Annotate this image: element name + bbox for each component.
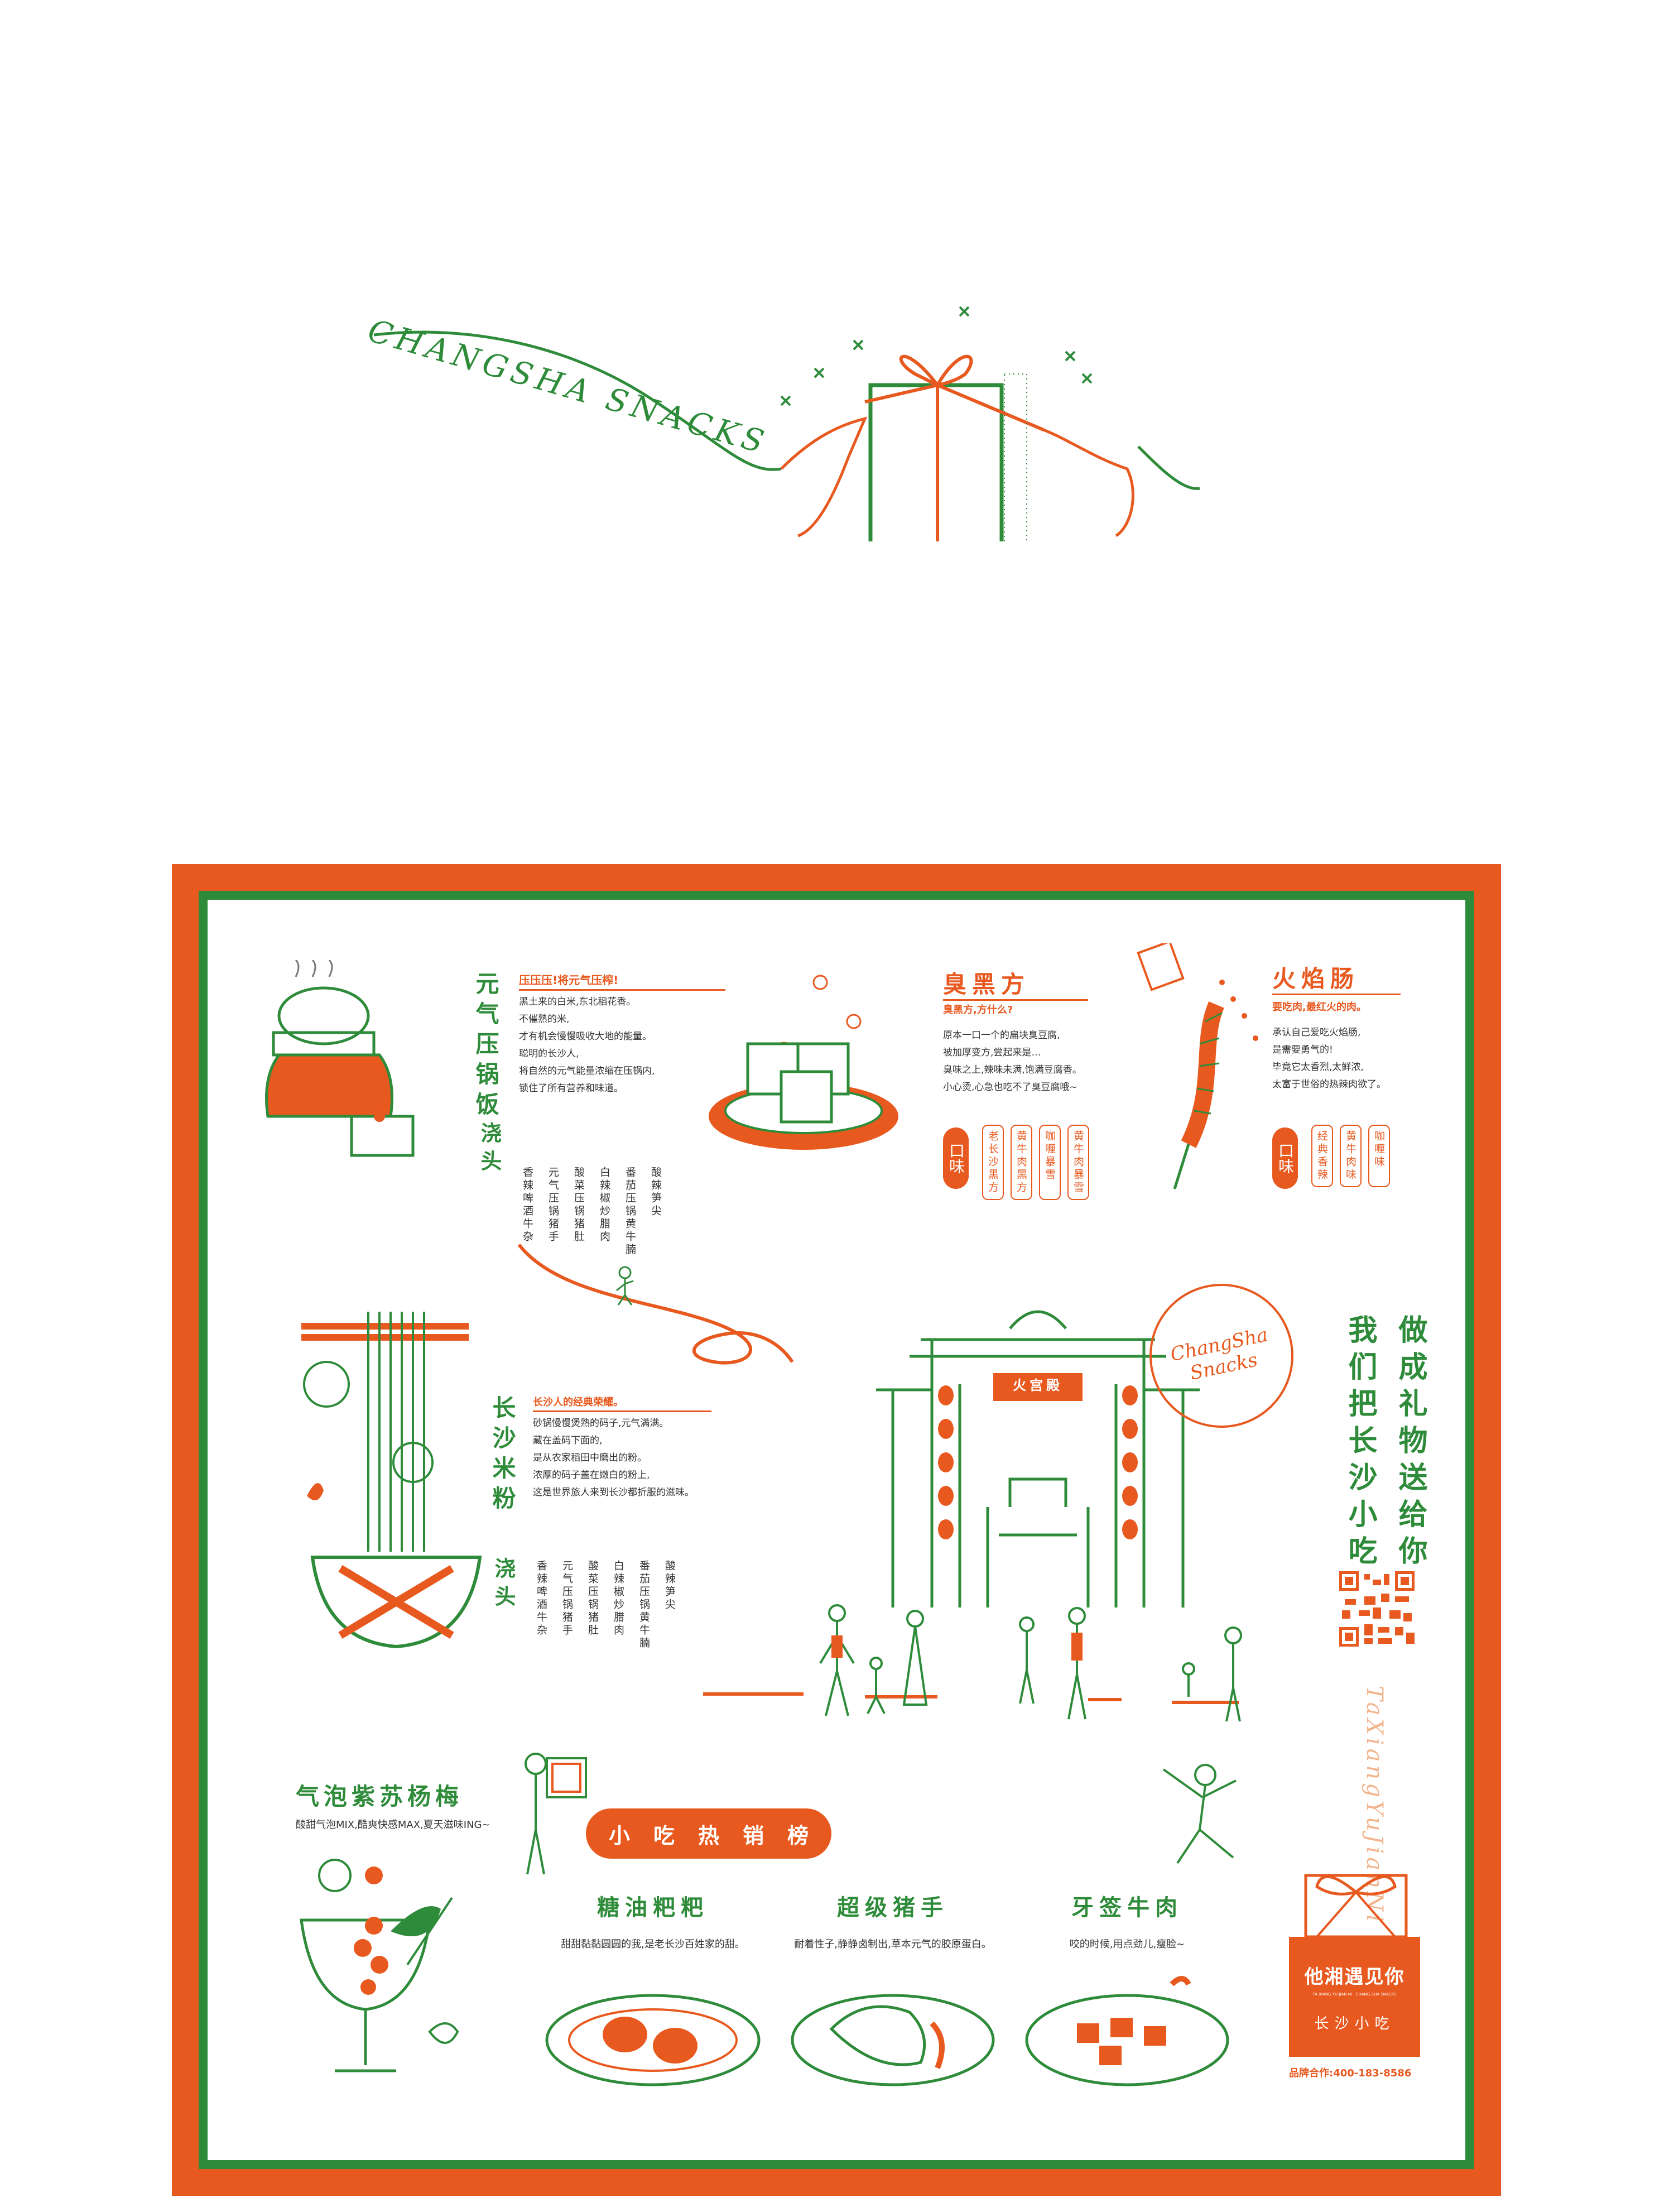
- ranking-dish-3-desc: 咬的时候,用点劲儿,瘦脸~: [1069, 1939, 1185, 1950]
- noodle-toppings: 香辣啤酒牛杂 元气压锅猪手 酸菜压锅猪肚 白辣椒炒腊肉 番茄压锅黄牛腩 酸辣笋尖: [533, 1560, 678, 1650]
- ranking-dish-1-desc: 甜甜黏黏圆圆的我,是老长沙百姓家的甜。: [561, 1939, 745, 1950]
- noodle-subtitle: 长沙人的经典荣耀。: [533, 1397, 623, 1408]
- reader-illustration: [513, 1741, 591, 1881]
- ranking-dish-1-name: 糖油粑粑: [597, 1895, 709, 1921]
- sausage-flavor-2: 黄牛肉味: [1340, 1125, 1362, 1187]
- brand-box: 他湘遇见你 TA XIANG YU JIAN NI · CHANG SHA SN…: [1289, 1937, 1420, 2057]
- noodle-topping-5: 番茄压锅黄牛腩: [638, 1560, 650, 1650]
- brand-name: 他湘遇见你: [1304, 1965, 1405, 1988]
- noodle-title: 长沙米粉: [489, 1395, 516, 1516]
- tofu-title: 臭黑方: [943, 971, 1031, 998]
- tofu-subtitle: 臭黑方,方什么?: [943, 1004, 1013, 1016]
- gate-stamp-text: ChangSha Snacks: [1168, 1323, 1270, 1385]
- noodle-topping-label: 浇头: [491, 1557, 516, 1613]
- path-line-illustration: [513, 1239, 848, 1384]
- ranking-dish-1: 糖油粑粑 甜甜黏黏圆圆的我,是老长沙百姓家的甜。: [536, 1889, 770, 2093]
- sausage-title: 火焰肠: [1272, 965, 1360, 992]
- ranking-dish-3-illustration: [1025, 1976, 1229, 2086]
- sausage-flavor-3: 咖喱味: [1368, 1125, 1390, 1187]
- noodle-rule: [533, 1410, 711, 1412]
- ranking-dish-2-desc: 耐着性子,静静卤制出,草本元气的胶原蛋白。: [794, 1939, 992, 1950]
- slogan-line-1: 我们把长沙小吃: [1343, 1314, 1377, 1572]
- slogan-line-2: 做成礼物送给你: [1393, 1314, 1427, 1572]
- ranking-dish-2-name: 超级猪手: [837, 1895, 949, 1921]
- ranking-dish-2: 超级猪手 耐着性子,静静卤制出,草本元气的胶原蛋白。: [776, 1889, 1010, 2093]
- noodle-topping-3: 酸菜压锅猪肚: [586, 1560, 599, 1637]
- ranking-dish-1-illustration: [545, 1994, 761, 2086]
- ranking-title-char-5: 榜: [787, 1823, 809, 1848]
- rice-topping-3: 酸菜压锅猪肚: [573, 1167, 585, 1244]
- rice-title: 元气压锅饭: [472, 971, 499, 1122]
- sausage-body: 承认自己爱吃火焰肠, 是需要勇气的! 毕竟它太香烈,太鲜浓, 太富于世俗的热辣肉…: [1272, 1027, 1386, 1090]
- ranking-title-char-2: 吃: [653, 1823, 675, 1848]
- hero-illustration: [357, 290, 1228, 549]
- rice-topping-6: 酸辣笋尖: [650, 1167, 662, 1218]
- rice-topping-2: 元气压锅猪手: [547, 1167, 559, 1244]
- rice-topping-label: 浇头: [477, 1122, 502, 1178]
- ranking-title-char-3: 热: [698, 1823, 719, 1848]
- drink-illustration: [296, 1853, 480, 2088]
- gate-stamp: ChangSha Snacks: [1149, 1284, 1293, 1428]
- sausage-flavor-label-text: 口味: [1276, 1143, 1295, 1174]
- gate-illustration: [876, 1295, 1200, 1608]
- rice-topping-5: 番茄压锅黄牛腩: [624, 1167, 636, 1256]
- sausage-flavor-label: 口味: [1272, 1127, 1298, 1189]
- sausage-illustration: [1133, 940, 1272, 1194]
- noodle-topping-6: 酸辣笋尖: [663, 1560, 676, 1611]
- ranking-title-char-1: 小: [608, 1823, 630, 1848]
- people-ground-illustration: [698, 1602, 1311, 1736]
- tofu-flavor-label: 口味: [943, 1127, 969, 1189]
- tofu-flavor-2: 黄牛肉黑方: [1011, 1125, 1032, 1200]
- rice-pot-illustration: [262, 959, 419, 1172]
- qr-code[interactable]: [1339, 1571, 1415, 1647]
- ranking-dish-2-illustration: [791, 1994, 995, 2086]
- ranking-banner: 小 吃 热 销 榜: [586, 1808, 831, 1859]
- brand-small-text: TA XIANG YU JIAN NI · CHANG SHA SNACKS: [1312, 1992, 1397, 1997]
- rice-rule: [519, 989, 725, 991]
- noodle-topping-1: 香辣啤酒牛杂: [535, 1560, 547, 1637]
- tofu-rule: [943, 999, 1088, 1001]
- rice-toppings: 香辣啤酒牛杂 元气压锅猪手 酸菜压锅猪肚 白辣椒炒腊肉 番茄压锅黄牛腩 酸辣笋尖: [519, 1167, 664, 1256]
- ranking-dish-3: 牙签牛肉 咬的时候,用点劲儿,瘦脸~: [1010, 1889, 1244, 2093]
- tofu-flavors: 老长沙黑方 黄牛肉黑方 咖喱暴雪 黄牛肉暴雪: [982, 1125, 1089, 1200]
- drink-title: 气泡紫苏杨梅: [296, 1783, 464, 1810]
- noodle-body: 砂锅慢慢煲熟的码子,元气满满。 藏在盖码下面的, 是从农家稻田中磨出的粉。 浓厚…: [533, 1418, 694, 1498]
- sausage-subtitle: 要吃肉,最红火的肉。: [1272, 1001, 1367, 1013]
- drink-subtitle: 酸甜气泡MIX,酷爽快感MAX,夏天滋味ING~: [296, 1819, 490, 1831]
- tofu-flavor-3: 咖喱暴雪: [1039, 1125, 1061, 1200]
- sausage-rule: [1272, 994, 1401, 995]
- tofu-body: 原本一口一个的扁块臭豆腐, 被加厚变方,尝起来是… 臭味之上,辣味未满,饱满豆腐…: [943, 1030, 1082, 1093]
- tofu-flavor-label-text: 口味: [947, 1143, 965, 1174]
- sausage-flavor-1: 经典香辣: [1311, 1125, 1333, 1187]
- rice-subtitle: 压压压!将元气压榨!: [519, 973, 619, 987]
- brand-bow: [1300, 1864, 1412, 1939]
- sausage-flavors: 经典香辣 黄牛肉味 咖喱味: [1311, 1125, 1390, 1187]
- ranking-dish-3-name: 牙签牛肉: [1071, 1895, 1183, 1921]
- tofu-illustration: [703, 966, 904, 1161]
- brand-tagline: 长沙小吃: [1314, 2015, 1395, 2032]
- rice-topping-4: 白辣椒炒腊肉: [598, 1167, 610, 1244]
- noodle-illustration: [301, 1301, 491, 1691]
- jumping-figure-illustration: [1149, 1753, 1261, 1875]
- rice-topping-1: 香辣啤酒牛杂: [521, 1167, 533, 1244]
- gate-plaque: 火宫殿: [1013, 1378, 1063, 1393]
- ranking-title-char-4: 销: [742, 1823, 764, 1848]
- brand-contact: 品牌合作:400-183-8586: [1289, 2067, 1412, 2079]
- rice-body: 黑土来的白米,东北稻花香。 不催熟的米, 才有机会慢慢吸收大地的能量。 聪明的长…: [519, 996, 655, 1094]
- tofu-flavor-4: 黄牛肉暴雪: [1067, 1125, 1089, 1200]
- noodle-topping-2: 元气压锅猪手: [561, 1560, 573, 1637]
- noodle-topping-4: 白辣椒炒腊肉: [612, 1560, 624, 1637]
- tofu-flavor-1: 老长沙黑方: [982, 1125, 1004, 1200]
